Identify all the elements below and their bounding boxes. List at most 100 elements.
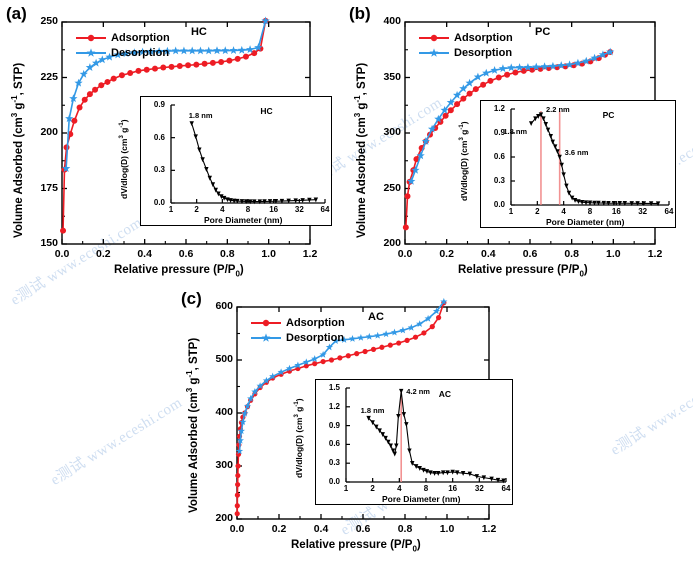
legend-item-adsorption[interactable]: Adsorption bbox=[419, 30, 513, 45]
y-tick-label: 250 bbox=[383, 181, 401, 194]
inset-c: AC 0.0 0.3 0.6 0.9 1.2 1.5 1 2 4 8 16 32 64 Pore Diame… bbox=[294, 379, 513, 505]
inset-x-tick-label: 2 bbox=[370, 484, 375, 493]
x-tick-label: 0.4 bbox=[137, 248, 152, 260]
legend-item-desorption[interactable]: Desorption bbox=[76, 45, 170, 60]
y-tick-label: 225 bbox=[40, 70, 58, 83]
legend-line-circle bbox=[251, 319, 281, 326]
panel-label-a: (a) bbox=[6, 4, 27, 23]
plot-canvas-c bbox=[234, 297, 490, 520]
panel-a: (a) HC 150 175 200 225 250 0.0 0.2 0.4 0.6 0.8 1.0 1.… bbox=[0, 0, 347, 285]
legend-line-star bbox=[76, 47, 106, 57]
x-tick-label: 1.0 bbox=[606, 248, 621, 260]
inset-title-b: PC bbox=[602, 110, 615, 120]
inset-y-tick-label: 0.9 bbox=[493, 128, 505, 137]
inset-x-tick-label: 32 bbox=[294, 205, 304, 214]
legend-line-star bbox=[419, 47, 449, 57]
inset-x-tick-label: 4 bbox=[220, 205, 225, 214]
inset-x-tick-label: 16 bbox=[611, 207, 621, 216]
x-tick-label: 0.8 bbox=[397, 523, 413, 535]
inset-x-tick-label: 2 bbox=[194, 205, 199, 214]
panel-label-c: (c) bbox=[181, 289, 202, 308]
x-tick-label: 1.2 bbox=[647, 248, 663, 260]
inset-y-tick-label: 0.0 bbox=[493, 200, 505, 209]
inset-x-tick-label: 32 bbox=[474, 484, 484, 493]
inset-canvas-b bbox=[510, 108, 670, 207]
inset-title-c: AC bbox=[438, 389, 452, 399]
x-tick-label: 0.0 bbox=[397, 248, 413, 260]
inset-y-tick-label: 0.6 bbox=[493, 152, 505, 161]
x-tick-label: 0.6 bbox=[522, 248, 538, 260]
inset-canvas-a bbox=[170, 104, 326, 205]
y-tick-label: 150 bbox=[40, 237, 58, 249]
inset-y-axis-label: dV/dlog(D) (cm3 g-1) bbox=[294, 398, 304, 478]
inset-annotation: 1.8 nm bbox=[360, 406, 385, 416]
x-tick-label: 0.2 bbox=[439, 248, 454, 260]
watermark-text: e测试 www.eceshi.com bbox=[48, 394, 186, 489]
y-axis-label: Volume Adsorbed (cm3 g-1, STP) bbox=[353, 62, 368, 238]
inset-y-tick-label: 0.0 bbox=[153, 198, 165, 207]
inset-y-tick-label: 0.3 bbox=[493, 176, 505, 185]
y-tick-label: 200 bbox=[40, 126, 58, 138]
inset-annotation: 4.2 nm bbox=[406, 387, 430, 397]
plot-title-a: HC bbox=[190, 26, 207, 38]
inset-b: PC 0.0 0.3 0.6 0.9 1.2 1 2 4 8 16 32 64 Pore Diameter… bbox=[459, 100, 676, 228]
inset-x-tick-label: 4 bbox=[561, 207, 566, 216]
x-tick-label: 0.8 bbox=[220, 248, 235, 260]
x-tick-label: 0.6 bbox=[355, 523, 371, 535]
legend-item-adsorption[interactable]: Adsorption bbox=[251, 315, 345, 330]
panel-b: (b) PC 200 250 300 350 400 0.0 0.2 0.4 0.6 0.8 1.0 1.… bbox=[347, 0, 693, 285]
y-tick-label: 250 bbox=[40, 15, 58, 27]
inset-x-tick-label: 32 bbox=[638, 207, 648, 216]
inset-x-tick-label: 16 bbox=[448, 484, 458, 493]
inset-y-axis-label: dV/dlog(D) (cm3 g-1) bbox=[119, 119, 129, 199]
legend-item-adsorption[interactable]: Adsorption bbox=[76, 30, 170, 45]
x-tick-label: 1.0 bbox=[439, 523, 455, 535]
inset-y-tick-label: 0.9 bbox=[153, 100, 165, 109]
legend-label: Desorption bbox=[111, 46, 170, 59]
inset-x-tick-label: 2 bbox=[535, 207, 540, 216]
inset-y-tick-label: 0.0 bbox=[328, 477, 340, 486]
legend-item-desorption[interactable]: Desorption bbox=[419, 45, 513, 60]
plot-title-c: AC bbox=[368, 311, 384, 323]
legend-item-desorption[interactable]: Desorption bbox=[251, 330, 345, 345]
inset-annotation: 1.8 nm bbox=[188, 110, 213, 120]
legend-b: Adsorption Desorption bbox=[419, 30, 513, 60]
y-axis-label: Volume Adsorbed (cm3 g-1, STP) bbox=[185, 337, 200, 513]
inset-x-tick-label: 1 bbox=[168, 205, 174, 214]
x-tick-label: 0.6 bbox=[178, 248, 194, 260]
inset-x-tick-label: 64 bbox=[501, 484, 511, 493]
inset-x-tick-label: 64 bbox=[320, 205, 330, 214]
x-tick-label: 1.2 bbox=[481, 523, 497, 535]
x-tick-label: 1.2 bbox=[302, 248, 318, 260]
inset-y-tick-label: 0.3 bbox=[328, 458, 340, 468]
x-tick-label: 1.0 bbox=[261, 248, 276, 260]
y-axis-label: Volume Adsorbed (cm3 g-1, STP) bbox=[10, 62, 25, 238]
inset-x-tick-label: 8 bbox=[245, 205, 251, 214]
x-tick-label: 0.0 bbox=[54, 248, 70, 260]
y-tick-label: 300 bbox=[215, 459, 233, 471]
inset-y-tick-label: 0.6 bbox=[153, 132, 165, 142]
inset-x-tick-label: 4 bbox=[397, 484, 402, 493]
y-tick-label: 175 bbox=[40, 181, 58, 194]
inset-annotation: 2.2 nm bbox=[545, 104, 570, 114]
inset-y-tick-label: 1.5 bbox=[328, 383, 340, 392]
inset-y-tick-label: 1.2 bbox=[328, 401, 340, 411]
inset-x-tick-label: 1 bbox=[508, 207, 514, 216]
y-tick-label: 300 bbox=[383, 126, 401, 138]
y-tick-label: 500 bbox=[215, 353, 233, 365]
legend-line-star bbox=[251, 332, 281, 342]
y-tick-label: 200 bbox=[215, 512, 233, 524]
legend-label: Adsorption bbox=[286, 316, 345, 329]
y-tick-label: 200 bbox=[383, 237, 401, 249]
legend-label: Adsorption bbox=[111, 31, 170, 44]
x-axis-label: Relative pressure (P/P0) bbox=[458, 264, 588, 279]
inset-a: HC 0.0 0.3 0.6 0.9 1 2 4 8 16 32 64 Pore Diameter (n… bbox=[119, 96, 332, 226]
x-axis-label: Relative pressure (P/P0) bbox=[114, 264, 244, 279]
inset-x-tick-label: 8 bbox=[423, 484, 429, 493]
inset-y-tick-label: 0.9 bbox=[328, 420, 340, 430]
x-tick-label: 0.8 bbox=[564, 248, 579, 260]
legend-line-circle bbox=[419, 34, 449, 41]
inset-x-axis-label: Pore Diameter (nm) bbox=[204, 215, 283, 225]
inset-annotation: 1.8 nm bbox=[503, 127, 528, 136]
inset-y-axis-label: dV/dlog(D) (cm3 g-1) bbox=[459, 121, 469, 201]
